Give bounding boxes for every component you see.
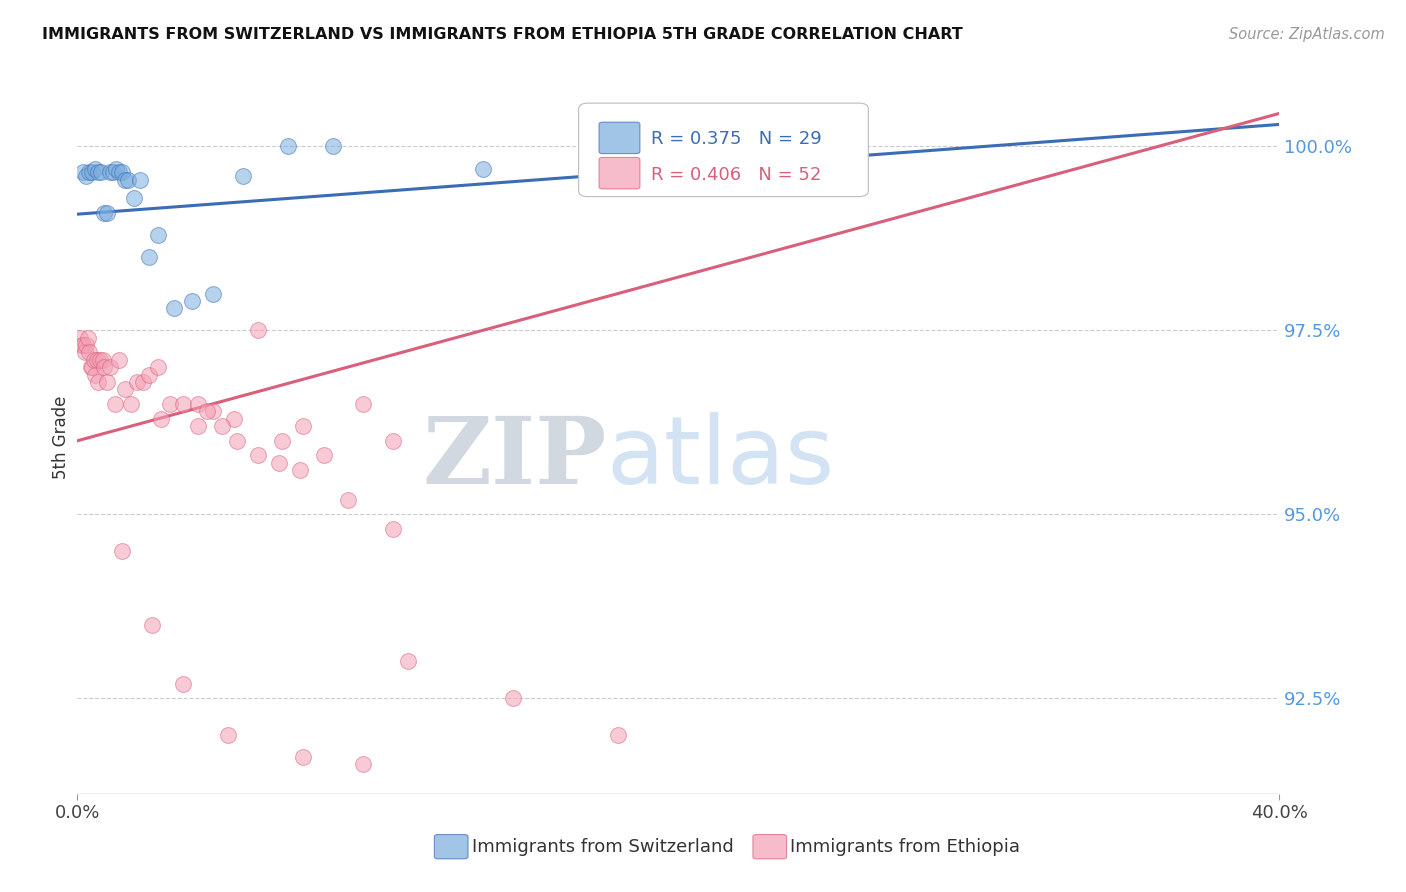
Point <box>120 397 142 411</box>
Point <box>82 165 104 179</box>
Point <box>91 352 114 367</box>
Point <box>84 161 107 176</box>
Point <box>96 375 118 389</box>
FancyBboxPatch shape <box>754 835 786 859</box>
Point <box>148 227 170 242</box>
Point <box>82 360 104 375</box>
Point <box>172 397 194 411</box>
Point <box>352 757 374 772</box>
Point <box>148 360 170 375</box>
Point <box>472 161 495 176</box>
Point <box>100 360 122 375</box>
Point <box>336 492 359 507</box>
Point <box>322 139 344 153</box>
Point <box>291 419 314 434</box>
Point <box>159 397 181 411</box>
Point <box>270 434 292 448</box>
Point <box>267 456 290 470</box>
Text: atlas: atlas <box>606 412 835 505</box>
Point <box>75 338 97 352</box>
Point <box>79 345 101 359</box>
Point <box>138 250 160 264</box>
Point <box>186 419 209 434</box>
Point <box>90 165 112 179</box>
Point <box>111 544 134 558</box>
Point <box>502 691 524 706</box>
Point <box>73 345 96 359</box>
Point <box>312 449 335 463</box>
Point <box>124 191 146 205</box>
Point <box>621 161 644 176</box>
Point <box>75 169 97 183</box>
Point <box>697 161 720 176</box>
Point <box>87 375 110 389</box>
FancyBboxPatch shape <box>434 835 468 859</box>
Point <box>70 338 93 352</box>
Point <box>84 368 107 382</box>
FancyBboxPatch shape <box>599 158 640 189</box>
Point <box>162 301 184 316</box>
Point <box>232 169 254 183</box>
Point <box>291 750 314 764</box>
Point <box>93 205 115 219</box>
Text: IMMIGRANTS FROM SWITZERLAND VS IMMIGRANTS FROM ETHIOPIA 5TH GRADE CORRELATION CH: IMMIGRANTS FROM SWITZERLAND VS IMMIGRANT… <box>42 27 963 42</box>
FancyBboxPatch shape <box>579 103 869 196</box>
FancyBboxPatch shape <box>599 122 640 153</box>
Point <box>127 375 149 389</box>
Point <box>246 449 269 463</box>
Y-axis label: 5th Grade: 5th Grade <box>52 395 70 479</box>
Point <box>138 368 160 382</box>
Point <box>114 382 136 396</box>
Point <box>69 331 91 345</box>
Point <box>104 397 127 411</box>
Text: Immigrants from Switzerland: Immigrants from Switzerland <box>471 838 734 855</box>
Point <box>288 463 311 477</box>
Point <box>108 165 131 179</box>
Point <box>111 165 134 179</box>
Point <box>352 397 374 411</box>
Point <box>195 404 218 418</box>
Point <box>180 293 202 308</box>
Point <box>93 360 115 375</box>
Point <box>201 286 224 301</box>
Point <box>80 360 103 375</box>
Text: R = 0.406   N = 52: R = 0.406 N = 52 <box>651 166 821 184</box>
Point <box>108 352 131 367</box>
Point <box>172 676 194 690</box>
Text: R = 0.375   N = 29: R = 0.375 N = 29 <box>651 130 821 148</box>
Point <box>211 419 233 434</box>
Point <box>141 617 163 632</box>
Point <box>225 434 247 448</box>
Point <box>100 165 122 179</box>
Point <box>83 352 105 367</box>
Point <box>89 352 111 367</box>
Point <box>186 397 209 411</box>
Point <box>396 655 419 669</box>
Point <box>129 172 152 186</box>
Point <box>86 352 108 367</box>
Point <box>76 331 98 345</box>
Point <box>277 139 299 153</box>
Text: ZIP: ZIP <box>422 414 606 503</box>
Point <box>132 375 155 389</box>
Point <box>150 411 173 425</box>
Point <box>72 165 94 179</box>
Point <box>201 404 224 418</box>
Point <box>117 172 139 186</box>
Point <box>246 323 269 337</box>
Point <box>96 205 118 219</box>
Point <box>87 165 110 179</box>
Point <box>217 728 239 742</box>
Text: Immigrants from Ethiopia: Immigrants from Ethiopia <box>790 838 1021 855</box>
Point <box>72 338 94 352</box>
Text: Source: ZipAtlas.com: Source: ZipAtlas.com <box>1229 27 1385 42</box>
Point <box>103 165 125 179</box>
Point <box>79 165 101 179</box>
Point <box>381 434 404 448</box>
Point <box>381 522 404 536</box>
Point <box>222 411 245 425</box>
Point <box>114 172 136 186</box>
Point <box>105 161 128 176</box>
Point <box>607 728 630 742</box>
